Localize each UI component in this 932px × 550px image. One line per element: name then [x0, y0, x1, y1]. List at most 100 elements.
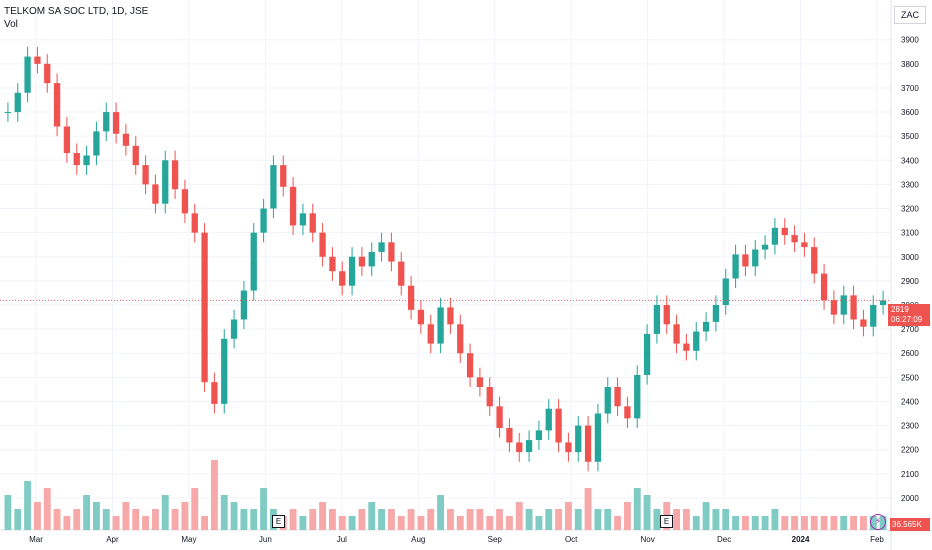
y-tick-label: 3500 — [901, 132, 919, 141]
volume-bar — [24, 481, 32, 530]
candle-body — [388, 242, 395, 262]
volume-bar — [299, 516, 307, 530]
volume-bar — [584, 488, 592, 530]
candle-body — [761, 244, 769, 250]
y-tick-label: 3200 — [901, 205, 919, 214]
candle-body — [270, 165, 277, 209]
volume-bar — [682, 509, 690, 530]
candle-body — [191, 213, 198, 233]
volume-bar — [505, 516, 513, 530]
candle-body — [525, 440, 533, 453]
candle-body — [437, 307, 444, 344]
candle-body — [840, 295, 847, 315]
volume-bar — [191, 488, 199, 530]
candle-body — [103, 112, 110, 132]
candle-body — [398, 261, 405, 286]
currency-button[interactable]: ZAC — [894, 6, 926, 24]
candle-body — [496, 406, 503, 428]
volume-bar — [781, 516, 789, 530]
candle-body — [142, 165, 149, 185]
candle-body — [693, 331, 700, 351]
volume-bar — [741, 516, 749, 530]
candle-body — [752, 249, 759, 267]
volume-bar — [466, 509, 474, 530]
candle-body — [584, 425, 592, 462]
volume-bar — [348, 516, 356, 530]
candle-body — [830, 300, 838, 315]
volume-bar — [181, 502, 189, 530]
volume-bar — [791, 516, 799, 530]
candle-body — [250, 232, 257, 291]
y-tick-label: 2900 — [901, 277, 919, 286]
candle-body — [811, 247, 818, 274]
candle-body — [447, 307, 454, 325]
candle-body — [781, 227, 788, 236]
candle-body — [506, 428, 513, 443]
candle-body — [673, 324, 680, 344]
volume-bar — [564, 502, 572, 530]
candle-body — [732, 254, 739, 279]
earnings-marker-2[interactable]: E — [660, 515, 673, 528]
x-tick-label: Aug — [411, 535, 425, 544]
candle-body — [348, 256, 356, 286]
volume-bar — [771, 509, 779, 530]
volume-bar — [486, 516, 494, 530]
candle-body — [565, 442, 572, 453]
volume-bar — [446, 509, 454, 530]
candle-body — [309, 213, 316, 233]
volume-bar — [368, 502, 376, 530]
volume-bar — [427, 509, 435, 530]
volume-bar — [515, 502, 523, 530]
candle-body — [280, 165, 287, 187]
candle-body — [289, 186, 297, 226]
volume-bar — [643, 495, 651, 530]
volume-bar — [210, 460, 218, 530]
y-tick-label: 2700 — [901, 325, 919, 334]
y-tick-label: 2600 — [901, 349, 919, 358]
volume-bar — [604, 509, 612, 530]
earnings-marker-1[interactable]: E — [272, 515, 285, 528]
y-tick-label: 3900 — [901, 36, 919, 45]
volume-bar — [73, 509, 81, 530]
volume-bar — [161, 495, 169, 530]
volume-bar — [476, 509, 484, 530]
candle-body — [466, 353, 474, 378]
candle-body — [535, 430, 543, 441]
candle-body — [879, 300, 887, 305]
candle-body — [594, 413, 602, 462]
y-tick-label: 3400 — [901, 156, 919, 165]
volume-bar — [33, 502, 41, 530]
volume-bar — [102, 509, 110, 530]
x-tick-label: Oct — [565, 535, 578, 544]
volume-bar — [496, 509, 504, 530]
candle-body — [211, 382, 218, 404]
candle-body — [516, 442, 523, 453]
y-tick-label: 2000 — [901, 494, 919, 503]
candle-body — [486, 387, 493, 407]
volume-bar — [63, 516, 71, 530]
volume-bar — [260, 488, 268, 530]
x-tick-label: Mar — [29, 535, 43, 544]
candle-body — [427, 324, 434, 344]
candle-body — [624, 406, 631, 419]
candle-body — [634, 374, 641, 419]
y-tick-label: 3600 — [901, 108, 919, 117]
lightning-icon[interactable]: ⚡ — [870, 514, 886, 530]
volume-bar — [830, 516, 838, 530]
volume-bar — [702, 502, 710, 530]
volume-bar — [338, 516, 346, 530]
candle-body — [181, 189, 189, 214]
x-tick-label: Jun — [259, 535, 272, 544]
volume-bar — [14, 509, 22, 530]
volume-bar — [289, 509, 297, 530]
volume-bar — [850, 516, 858, 530]
x-tick-label: Nov — [641, 535, 655, 544]
candle-body — [152, 184, 159, 204]
candle-body — [230, 319, 238, 339]
volume-bar — [692, 516, 700, 530]
x-tick-label: 2024 — [792, 535, 810, 544]
candle-body — [712, 305, 720, 322]
y-tick-label: 3100 — [901, 229, 919, 238]
symbol-title: TELKOM SA SOC LTD, 1D, JSE — [4, 6, 149, 17]
